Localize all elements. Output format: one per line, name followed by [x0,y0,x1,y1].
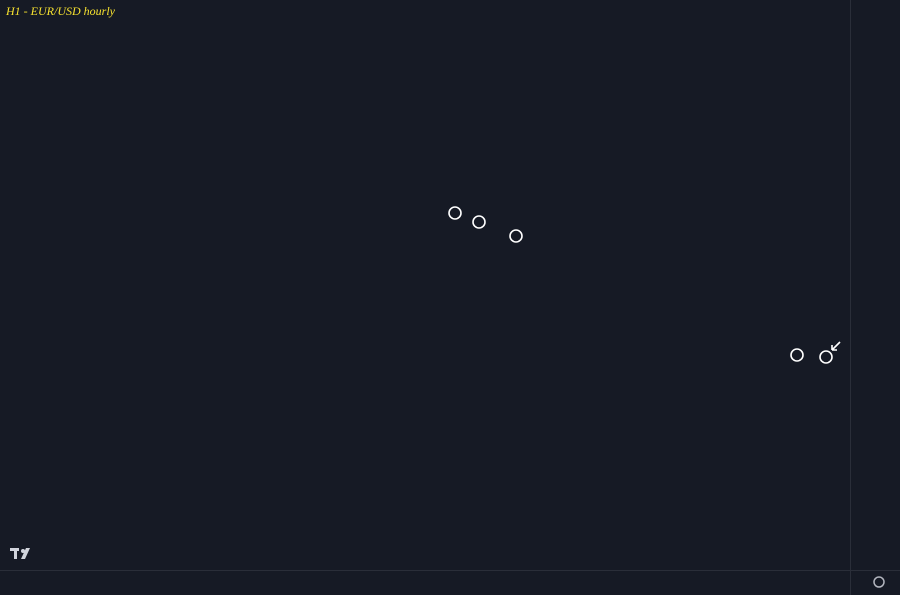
settings-icon[interactable] [873,576,885,588]
marker-circle [790,348,804,362]
logo-slash [21,548,30,559]
logo [10,548,30,559]
marker-circle [819,350,833,364]
marker-circle [448,206,462,220]
annotations [448,206,841,364]
chart-title: H1 - EUR/USD hourly [5,4,116,18]
marker-circle [472,215,486,229]
arrow [831,341,841,351]
logo-dot [21,549,25,553]
marker-circle [509,229,523,243]
logo-stem [14,548,17,559]
